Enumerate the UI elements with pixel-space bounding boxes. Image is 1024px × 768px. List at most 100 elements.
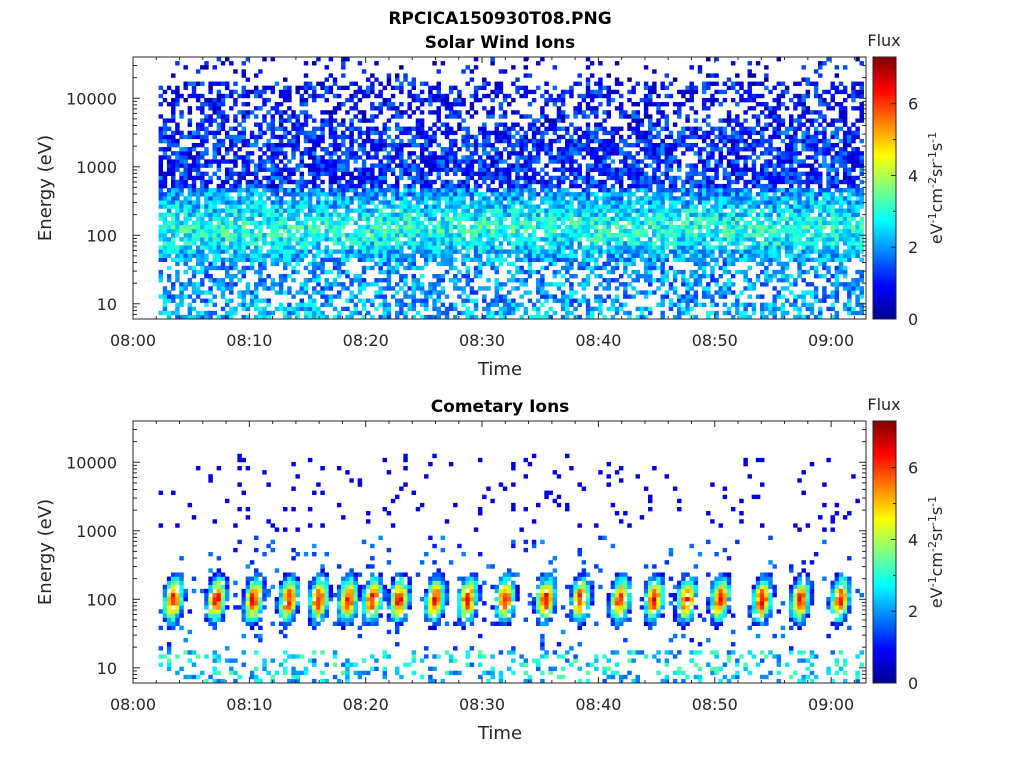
heatmap-cell — [253, 192, 259, 197]
heatmap-cell — [614, 192, 620, 197]
heatmap-cell — [589, 93, 595, 99]
heatmap-cell — [465, 257, 470, 262]
heatmap-cell — [581, 147, 587, 152]
heatmap-cell — [365, 220, 371, 226]
heatmap-cell — [395, 220, 400, 226]
heatmap-cell — [552, 208, 558, 213]
heatmap-cell — [336, 175, 342, 181]
heatmap-cell — [689, 286, 694, 291]
heatmap-cell — [469, 257, 475, 262]
heatmap-cell — [536, 126, 541, 131]
heatmap-cell — [519, 224, 524, 230]
heatmap-cell — [283, 110, 288, 115]
heatmap-cell — [490, 249, 495, 254]
heatmap-cell — [179, 159, 184, 164]
heatmap-cell — [648, 142, 653, 148]
heatmap-cell — [332, 106, 338, 111]
heatmap-cell — [639, 175, 645, 181]
heatmap-cell — [432, 233, 437, 238]
heatmap-cell — [407, 188, 412, 193]
heatmap-cell — [515, 257, 520, 262]
heatmap-cell — [569, 257, 574, 262]
heatmap-cell — [502, 93, 508, 99]
heatmap-cell — [395, 179, 400, 185]
heatmap-cell — [349, 314, 354, 320]
heatmap-cell — [341, 85, 346, 91]
heatmap-cell — [428, 237, 433, 242]
heatmap-cell — [328, 151, 334, 156]
heatmap-cell — [498, 212, 504, 217]
heatmap-cell — [473, 290, 479, 295]
heatmap-cell — [262, 310, 267, 316]
heatmap-cell — [303, 134, 309, 140]
heatmap-cell — [212, 208, 217, 213]
heatmap-cell — [610, 298, 616, 303]
heatmap-cell — [204, 290, 209, 295]
heatmap-cell — [440, 159, 446, 164]
heatmap-cell — [565, 233, 570, 238]
heatmap-cell — [208, 179, 213, 185]
heatmap-cell — [672, 273, 678, 279]
heatmap-cell — [312, 253, 317, 258]
heatmap-cell — [432, 179, 437, 185]
heatmap-cell — [573, 253, 578, 258]
heatmap-cell — [565, 302, 570, 308]
heatmap-cell — [183, 224, 188, 230]
heatmap-cell — [361, 69, 367, 74]
heatmap-cell — [685, 233, 690, 238]
heatmap-cell — [569, 208, 574, 213]
heatmap-cell — [195, 163, 201, 168]
heatmap-cell — [560, 155, 566, 160]
heatmap-cell — [266, 249, 271, 254]
heatmap-cell — [424, 237, 429, 242]
heatmap-cell — [482, 122, 487, 127]
heatmap-cell — [266, 314, 271, 320]
heatmap-cell — [179, 257, 184, 262]
heatmap-cell — [386, 265, 392, 271]
heatmap-cell — [585, 237, 591, 242]
heatmap-cell — [274, 200, 280, 205]
heatmap-cell — [552, 155, 558, 160]
heatmap-cell — [241, 126, 246, 131]
heatmap-cell — [183, 200, 188, 205]
heatmap-cell — [262, 257, 267, 262]
heatmap-cell — [627, 249, 632, 254]
heatmap-cell — [614, 241, 620, 246]
heatmap-cell — [631, 159, 636, 164]
heatmap-cell — [648, 138, 653, 144]
heatmap-cell — [378, 269, 383, 275]
heatmap-cell — [324, 65, 329, 70]
heatmap-cell — [540, 114, 545, 119]
heatmap-cell — [229, 142, 234, 148]
heatmap-cell — [536, 290, 541, 295]
heatmap-cell — [274, 257, 280, 262]
heatmap-cell — [635, 241, 641, 246]
heatmap-cell — [515, 77, 520, 82]
heatmap-cell — [643, 81, 649, 86]
heatmap-cell — [457, 179, 462, 185]
heatmap-cell — [253, 114, 259, 119]
heatmap-cell — [552, 130, 558, 136]
heatmap-cell — [569, 249, 574, 254]
heatmap-cell — [270, 167, 276, 172]
heatmap-cell — [208, 175, 213, 181]
heatmap-cell — [349, 97, 354, 103]
heatmap-cell — [453, 302, 458, 308]
heatmap-cell — [660, 265, 665, 271]
heatmap-cell — [523, 171, 529, 177]
heatmap-cell — [639, 249, 645, 254]
heatmap-cell — [353, 228, 358, 234]
heatmap-cell — [531, 134, 537, 140]
heatmap-cell — [664, 175, 670, 181]
heatmap-cell — [656, 233, 661, 238]
heatmap-cell — [307, 233, 313, 238]
heatmap-cell — [473, 212, 479, 217]
heatmap-cell — [672, 253, 678, 258]
heatmap-cell — [581, 278, 587, 283]
heatmap-cell — [448, 188, 454, 193]
heatmap-cell — [303, 241, 309, 246]
heatmap-cell — [477, 196, 483, 201]
heatmap-cell — [677, 212, 682, 217]
heatmap-cell — [312, 302, 317, 308]
heatmap-cell — [341, 200, 346, 205]
